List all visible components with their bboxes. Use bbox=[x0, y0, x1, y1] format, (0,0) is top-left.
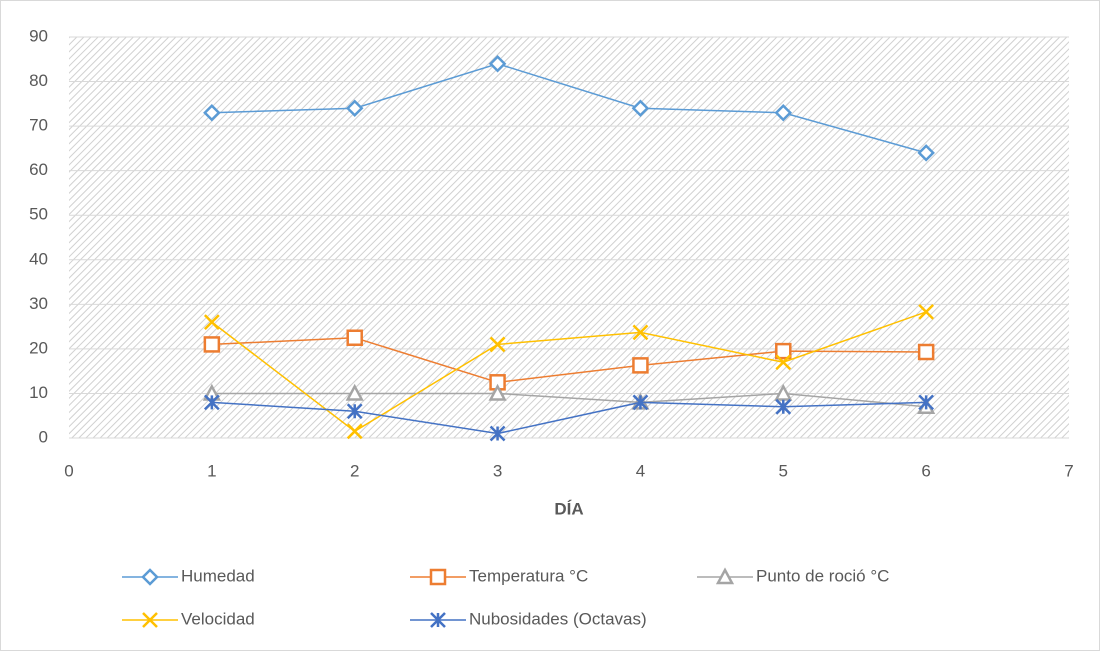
marker bbox=[203, 314, 220, 331]
y-tick-label: 80 bbox=[29, 71, 48, 90]
marker bbox=[632, 357, 649, 374]
marker bbox=[715, 567, 735, 585]
y-tick-label: 70 bbox=[29, 116, 48, 135]
marker bbox=[917, 144, 935, 162]
legend-label: Humedad bbox=[181, 566, 255, 585]
x-axis-label: DÍA bbox=[554, 499, 583, 518]
series-line bbox=[211, 336, 927, 384]
y-tick-label: 50 bbox=[29, 205, 48, 224]
marker bbox=[203, 394, 220, 411]
marker bbox=[141, 568, 159, 586]
y-tick-label: 90 bbox=[29, 26, 48, 45]
series-line bbox=[211, 62, 927, 154]
y-tick-label: 0 bbox=[39, 427, 48, 446]
x-tick-label: 6 bbox=[921, 461, 930, 480]
x-tick-label: 1 bbox=[207, 461, 216, 480]
marker bbox=[774, 103, 793, 122]
y-tick-label: 20 bbox=[29, 338, 48, 357]
marker bbox=[488, 383, 507, 401]
x-tick-label: 0 bbox=[64, 461, 73, 480]
marker bbox=[142, 612, 158, 628]
marker bbox=[774, 383, 793, 401]
marker bbox=[775, 398, 792, 415]
marker bbox=[918, 394, 935, 411]
marker bbox=[429, 568, 447, 586]
y-tick-label: 30 bbox=[29, 294, 48, 313]
x-tick-label: 4 bbox=[636, 461, 645, 480]
marker bbox=[430, 612, 446, 628]
marker bbox=[775, 342, 792, 360]
x-tick-label: 2 bbox=[350, 461, 359, 480]
legend-label: Velocidad bbox=[181, 609, 255, 628]
marker bbox=[203, 336, 221, 353]
series-line bbox=[211, 311, 927, 433]
series-line bbox=[211, 401, 927, 435]
legend-label: Temperatura °C bbox=[469, 566, 588, 585]
marker bbox=[917, 343, 935, 361]
plot-area bbox=[69, 37, 1069, 438]
y-tick-label: 40 bbox=[29, 249, 48, 268]
legend-label: Nubosidades (Octavas) bbox=[469, 609, 647, 628]
marker bbox=[346, 423, 363, 440]
marker bbox=[631, 99, 650, 118]
legend-label: Punto de roció °C bbox=[756, 566, 889, 585]
marker bbox=[345, 99, 364, 118]
y-tick-label: 10 bbox=[29, 383, 48, 402]
marker bbox=[632, 324, 649, 341]
marker bbox=[489, 336, 506, 353]
marker bbox=[346, 403, 363, 420]
marker bbox=[775, 354, 792, 371]
series-line bbox=[211, 392, 927, 408]
y-tick-label: 60 bbox=[29, 160, 48, 179]
x-tick-label: 3 bbox=[493, 461, 502, 480]
marker bbox=[346, 329, 363, 346]
marker bbox=[345, 383, 364, 401]
marker bbox=[918, 304, 935, 320]
x-tick-label: 5 bbox=[779, 461, 788, 480]
x-tick-label: 7 bbox=[1064, 461, 1073, 480]
marker bbox=[632, 394, 649, 411]
marker bbox=[488, 54, 507, 73]
marker bbox=[203, 103, 221, 122]
marker bbox=[489, 425, 506, 442]
